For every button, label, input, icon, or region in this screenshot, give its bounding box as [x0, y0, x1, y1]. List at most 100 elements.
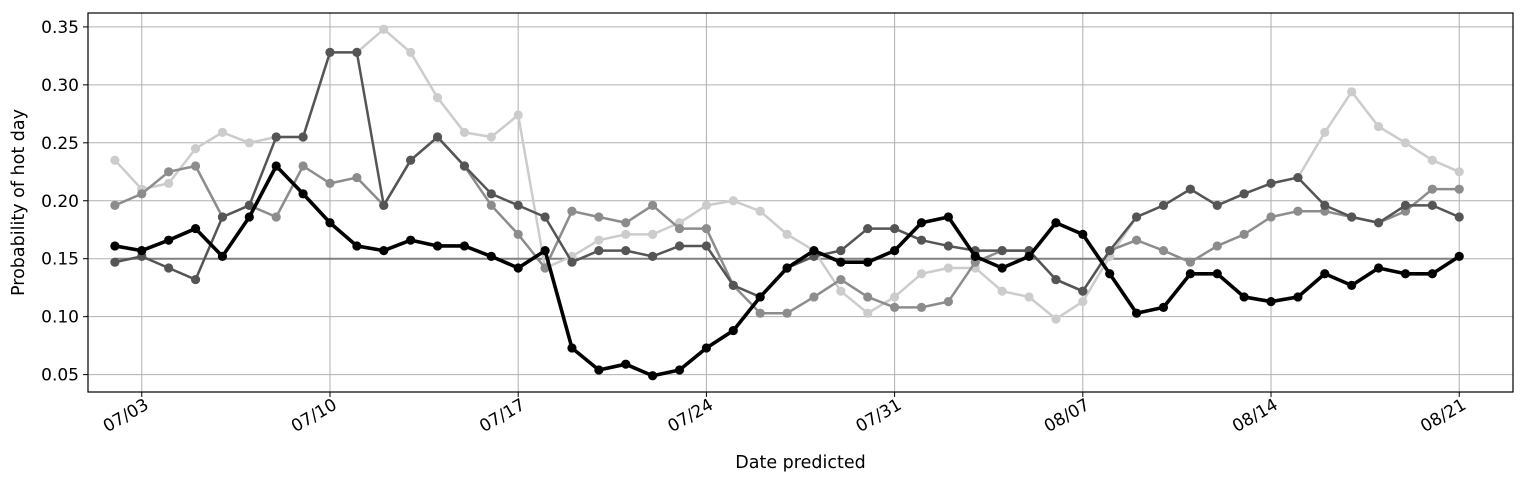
data-point: [1454, 184, 1464, 194]
data-point: [432, 93, 443, 103]
data-point: [1427, 269, 1437, 279]
data-point: [1373, 263, 1384, 273]
data-point: [1105, 269, 1115, 279]
data-point: [217, 251, 228, 261]
data-point: [244, 200, 254, 210]
series-4: [110, 161, 1464, 381]
data-point: [1131, 235, 1142, 245]
data-point: [916, 235, 927, 245]
data-point: [1347, 280, 1357, 290]
data-point: [594, 212, 604, 222]
data-point: [755, 206, 765, 216]
data-point: [110, 200, 120, 210]
data-point: [298, 161, 308, 171]
data-point: [271, 161, 281, 171]
data-point: [701, 223, 712, 234]
data-point: [1078, 297, 1088, 307]
data-point: [621, 359, 631, 369]
data-point: [379, 24, 389, 34]
data-point: [1185, 257, 1195, 267]
data-point: [997, 263, 1007, 273]
data-point: [540, 246, 550, 256]
data-point: [379, 200, 389, 210]
data-point: [648, 251, 658, 261]
data-point: [648, 229, 658, 239]
data-point: [110, 155, 120, 165]
data-point: [1158, 246, 1169, 256]
data-point: [513, 229, 523, 239]
data-point: [782, 229, 792, 239]
data-point: [648, 371, 658, 381]
data-point: [486, 132, 496, 142]
data-point: [728, 280, 738, 290]
data-point: [1266, 178, 1276, 188]
data-point: [863, 223, 873, 234]
data-point: [1293, 206, 1303, 216]
data-point: [674, 365, 685, 375]
data-point: [1078, 229, 1088, 239]
data-point: [1185, 184, 1195, 194]
y-tick-label: 0.30: [41, 76, 79, 96]
data-point: [298, 189, 308, 199]
data-point: [674, 241, 685, 251]
data-point: [1078, 286, 1088, 296]
data-point: [432, 132, 443, 142]
data-point: [217, 127, 228, 137]
y-axis: 0.05 0.10 0.15 0.20 0.25 0.30 0.35: [41, 18, 88, 386]
data-point: [1454, 212, 1464, 222]
data-point: [164, 263, 174, 273]
y-tick-label: 0.15: [41, 250, 79, 270]
data-point: [863, 292, 873, 302]
data-point: [621, 218, 631, 228]
data-point: [406, 47, 416, 58]
data-point: [863, 308, 873, 318]
data-point: [782, 263, 792, 273]
data-point: [621, 229, 631, 239]
data-point: [164, 167, 174, 177]
x-axis-label: Date predicted: [735, 453, 865, 473]
data-point: [943, 263, 953, 273]
data-point: [513, 263, 523, 273]
data-point: [809, 246, 819, 256]
data-point: [190, 274, 201, 285]
data-point: [916, 269, 927, 279]
data-point: [836, 246, 846, 256]
data-point: [1293, 292, 1303, 302]
data-point: [1051, 274, 1061, 285]
data-point: [1427, 155, 1437, 165]
data-point: [164, 235, 174, 245]
data-point: [486, 189, 496, 199]
data-point: [406, 235, 416, 245]
data-point: [1320, 127, 1330, 137]
data-point: [1239, 189, 1249, 199]
data-point: [1427, 200, 1437, 210]
data-point: [594, 365, 604, 375]
data-point: [890, 246, 900, 256]
data-point: [567, 343, 577, 353]
data-point: [1347, 87, 1357, 97]
data-point: [486, 251, 496, 261]
data-point: [1427, 184, 1437, 194]
data-point: [379, 246, 389, 256]
data-point: [1051, 218, 1061, 228]
data-point: [890, 302, 900, 312]
y-tick-label: 0.05: [41, 366, 79, 386]
data-point: [1158, 200, 1169, 210]
data-point: [1454, 251, 1464, 261]
data-point: [836, 257, 846, 267]
data-point: [513, 200, 523, 210]
data-point: [970, 251, 980, 261]
data-point: [890, 292, 900, 302]
data-point: [1400, 138, 1411, 148]
data-point: [1347, 212, 1357, 222]
data-point: [1212, 269, 1222, 279]
data-point: [406, 155, 416, 165]
data-point: [943, 241, 953, 251]
data-point: [110, 241, 120, 251]
data-point: [1158, 302, 1169, 312]
y-tick-label: 0.10: [41, 308, 79, 328]
data-point: [459, 161, 470, 171]
data-point: [648, 200, 658, 210]
data-point: [836, 286, 846, 296]
